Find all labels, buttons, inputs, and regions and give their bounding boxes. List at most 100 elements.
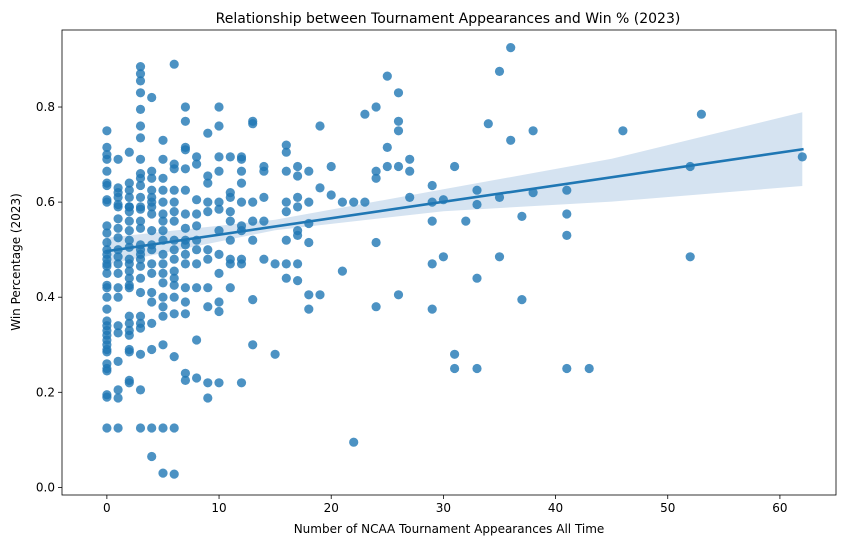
data-point bbox=[135, 133, 146, 143]
data-point bbox=[450, 349, 460, 359]
x-tick-label: 60 bbox=[772, 501, 787, 515]
data-point bbox=[169, 207, 179, 217]
data-point bbox=[124, 147, 134, 157]
data-point bbox=[158, 340, 168, 350]
data-point bbox=[113, 328, 123, 338]
data-point bbox=[304, 166, 314, 176]
data-point bbox=[214, 268, 224, 278]
data-point bbox=[472, 199, 482, 210]
data-point bbox=[113, 202, 123, 212]
data-point bbox=[382, 71, 392, 81]
x-tick-label: 0 bbox=[103, 501, 111, 515]
data-point bbox=[371, 173, 381, 183]
data-point bbox=[135, 273, 146, 283]
data-point bbox=[225, 235, 235, 245]
plot-area: 0 10 20 30 40 50 60 0.0 0.2 0.4 0.6 0.8 bbox=[36, 29, 837, 515]
data-point bbox=[102, 304, 112, 314]
data-point bbox=[102, 347, 112, 357]
data-point bbox=[102, 221, 112, 231]
data-point bbox=[135, 192, 146, 202]
data-point bbox=[281, 140, 291, 150]
data-point bbox=[124, 311, 134, 321]
data-point bbox=[360, 109, 370, 119]
data-point bbox=[135, 76, 146, 86]
data-point bbox=[214, 378, 224, 388]
data-point bbox=[135, 423, 146, 433]
data-point bbox=[225, 152, 235, 162]
data-point bbox=[236, 259, 247, 269]
data-point bbox=[349, 437, 359, 447]
data-point bbox=[214, 152, 224, 162]
y-axis-title: Win Percentage (2023) bbox=[9, 193, 23, 331]
data-point bbox=[281, 259, 291, 269]
data-point bbox=[236, 178, 247, 188]
data-point bbox=[180, 240, 190, 250]
data-point bbox=[124, 178, 134, 188]
data-point bbox=[169, 352, 179, 362]
data-point bbox=[214, 197, 224, 207]
data-point bbox=[315, 290, 325, 300]
data-point bbox=[158, 311, 168, 321]
data-point bbox=[461, 216, 471, 226]
x-tick-label: 50 bbox=[660, 501, 675, 515]
data-point bbox=[685, 252, 695, 262]
data-point bbox=[393, 290, 404, 300]
data-point bbox=[427, 216, 437, 226]
data-point bbox=[506, 43, 516, 53]
data-point bbox=[180, 223, 190, 233]
data-point bbox=[147, 287, 157, 298]
data-point bbox=[270, 349, 280, 359]
data-point bbox=[124, 266, 134, 276]
data-point bbox=[270, 259, 280, 269]
data-point bbox=[393, 161, 404, 172]
data-point bbox=[371, 237, 381, 248]
plot-background bbox=[62, 30, 836, 495]
data-point bbox=[102, 268, 112, 278]
data-point bbox=[158, 135, 168, 145]
data-point bbox=[517, 211, 527, 221]
data-point bbox=[293, 230, 303, 240]
data-point bbox=[259, 254, 269, 264]
data-point bbox=[169, 266, 179, 276]
data-point bbox=[113, 233, 123, 243]
data-point bbox=[158, 173, 168, 183]
data-point bbox=[293, 202, 303, 212]
data-point bbox=[797, 152, 807, 162]
x-axis-title: Number of NCAA Tournament Appearances Al… bbox=[294, 522, 605, 536]
data-point bbox=[113, 259, 123, 269]
data-point bbox=[236, 154, 247, 164]
data-point bbox=[158, 249, 168, 259]
data-point bbox=[124, 192, 134, 202]
data-point bbox=[147, 423, 157, 433]
data-point bbox=[192, 259, 202, 269]
data-point bbox=[124, 273, 134, 283]
data-point bbox=[113, 393, 123, 403]
data-point bbox=[180, 102, 190, 112]
data-point bbox=[326, 161, 336, 172]
data-point bbox=[528, 126, 538, 136]
data-point bbox=[494, 66, 505, 76]
data-point bbox=[113, 292, 123, 302]
data-point bbox=[147, 245, 157, 255]
data-point bbox=[158, 185, 168, 195]
data-point bbox=[405, 166, 415, 176]
data-point bbox=[236, 378, 247, 388]
data-point bbox=[494, 252, 505, 262]
data-point bbox=[113, 283, 123, 293]
plot-frame bbox=[61, 29, 837, 496]
regression-line-layer bbox=[105, 147, 804, 253]
data-point bbox=[180, 283, 190, 293]
data-point bbox=[180, 185, 190, 195]
data-point bbox=[281, 166, 291, 176]
data-point bbox=[158, 209, 168, 219]
data-point bbox=[158, 197, 168, 207]
data-point bbox=[203, 378, 213, 388]
data-point bbox=[180, 164, 190, 174]
data-point bbox=[158, 259, 168, 269]
data-point bbox=[304, 237, 314, 248]
data-point bbox=[382, 161, 392, 172]
data-point bbox=[315, 121, 325, 131]
data-point bbox=[147, 226, 157, 236]
data-point bbox=[293, 192, 303, 202]
y-tick-label: 0.4 bbox=[36, 290, 55, 304]
